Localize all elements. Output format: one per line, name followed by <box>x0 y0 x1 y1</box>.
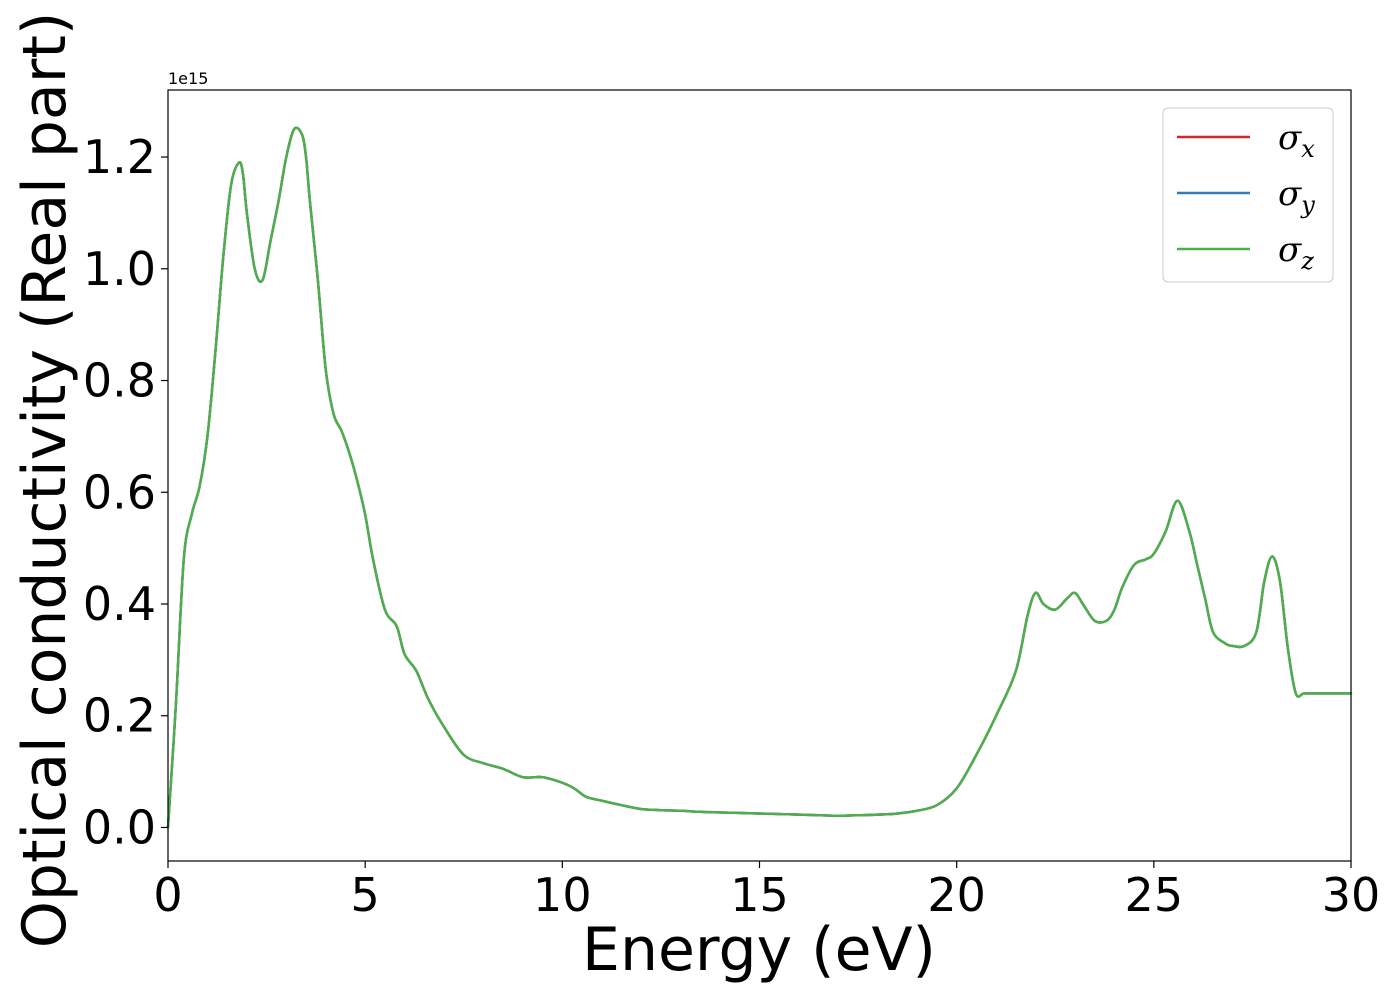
series-line-z <box>166 126 1353 829</box>
legend-label-z: σz <box>1278 230 1314 275</box>
y-axis: 0.0 0.2 0.4 0.6 0.8 1.0 1.2 <box>83 130 168 854</box>
x-axis-title: Energy (eV) <box>582 915 936 985</box>
x-tick-label: 5 <box>351 868 380 922</box>
series-layer <box>166 126 1353 829</box>
legend: σx σy σz <box>1162 107 1334 283</box>
y-tick-label: 0.2 <box>83 689 156 743</box>
y-offset-label: 1e15 <box>168 69 208 88</box>
y-tick-label: 0.4 <box>83 577 156 631</box>
x-axis: 0 5 10 15 20 25 30 <box>153 861 1380 922</box>
y-axis-title: Optical conductivity (Real part) <box>10 12 80 949</box>
x-tick-label: 30 <box>1322 868 1381 922</box>
y-tick-label: 0.0 <box>83 800 156 854</box>
x-tick-label: 10 <box>533 868 592 922</box>
x-tick-label: 20 <box>927 868 986 922</box>
legend-label-y: σy <box>1278 174 1315 219</box>
y-tick-label: 1.2 <box>83 130 156 184</box>
y-tick-label: 0.8 <box>83 354 156 408</box>
legend-label-x: σx <box>1278 118 1315 163</box>
y-tick-label: 0.6 <box>83 465 156 519</box>
x-tick-label: 25 <box>1125 868 1184 922</box>
x-tick-label: 15 <box>730 868 789 922</box>
legend-box <box>1162 107 1334 283</box>
x-tick-label: 0 <box>153 868 182 922</box>
y-tick-label: 1.0 <box>83 242 156 296</box>
